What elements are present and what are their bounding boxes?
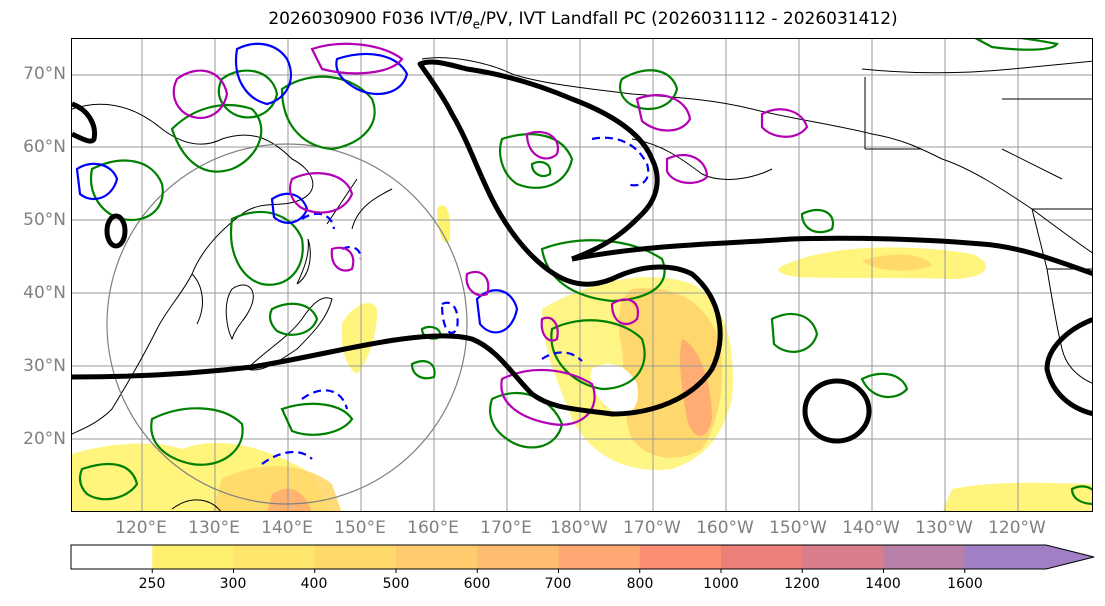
- ivt-shading: [72, 205, 1092, 511]
- colorbar-segment-1: [152, 545, 234, 569]
- colorbar-tick-500: 500: [382, 576, 410, 592]
- pv-anomaly-contours: [172, 42, 809, 426]
- colorbar-tick-1600: 1600: [947, 576, 983, 592]
- colorbar-segment-4: [396, 545, 478, 569]
- colorbar-outline: [70, 544, 1095, 570]
- lon-label-150w: 150°W: [769, 518, 827, 538]
- coastlines: [72, 57, 1092, 511]
- colorbar-segment-11: [964, 545, 1094, 569]
- lon-label-120e: 120°E: [115, 518, 167, 538]
- ivt-landfall-pc-contour: [72, 59, 1092, 444]
- lon-label-140e: 140°E: [261, 518, 313, 538]
- colorbar-segment-10: [883, 545, 966, 569]
- colorbar-tick-1400: 1400: [865, 576, 901, 592]
- colorbar-segment-7: [639, 545, 722, 569]
- lon-label-120w: 120°W: [988, 518, 1046, 538]
- lon-label-140w: 140°W: [842, 518, 900, 538]
- lat-label-70n: 70°N: [23, 64, 66, 84]
- colorbar-segment-6: [558, 545, 641, 569]
- lon-label-130e: 130°E: [188, 518, 240, 538]
- lat-label-60n: 60°N: [23, 137, 66, 157]
- colorbar-tick-300: 300: [219, 576, 247, 592]
- colorbar-segment-0: [71, 545, 153, 569]
- colorbar-tick-250: 250: [138, 576, 166, 592]
- lat-label-40n: 40°N: [23, 283, 66, 303]
- colorbar-segment-3: [314, 545, 397, 569]
- colorbar: [70, 544, 1095, 573]
- colorbar-segment-2: [233, 545, 316, 569]
- colorbar-tick-1200: 1200: [784, 576, 820, 592]
- colorbar-segment-9: [802, 545, 884, 569]
- colorbar-segment-5: [477, 545, 559, 569]
- lon-label-170e: 170°E: [480, 518, 532, 538]
- map-canvas: [72, 39, 1092, 511]
- colorbar-segment-8: [721, 545, 803, 569]
- colorbar-tick-600: 600: [463, 576, 491, 592]
- lat-label-30n: 30°N: [23, 356, 66, 376]
- colorbar-tick-800: 800: [626, 576, 654, 592]
- pv-contours: [75, 42, 650, 465]
- lon-label-180w: 180°W: [550, 518, 608, 538]
- colorbar-tick-400: 400: [300, 576, 328, 592]
- lon-label-150e: 150°E: [334, 518, 386, 538]
- lon-label-170w: 170°W: [623, 518, 681, 538]
- colorbar-tick-700: 700: [544, 576, 572, 592]
- lon-label-160w: 160°W: [696, 518, 754, 538]
- lat-label-20n: 20°N: [23, 429, 66, 449]
- colorbar-tick-1000: 1000: [703, 576, 739, 592]
- lon-label-160e: 160°E: [407, 518, 459, 538]
- lat-label-50n: 50°N: [23, 210, 66, 230]
- range-ring: [106, 143, 468, 505]
- map-panel: [71, 38, 1093, 512]
- map-title: 2026030900 F036 IVT/θe/PV, IVT Landfall …: [268, 9, 898, 32]
- lon-label-130w: 130°W: [915, 518, 973, 538]
